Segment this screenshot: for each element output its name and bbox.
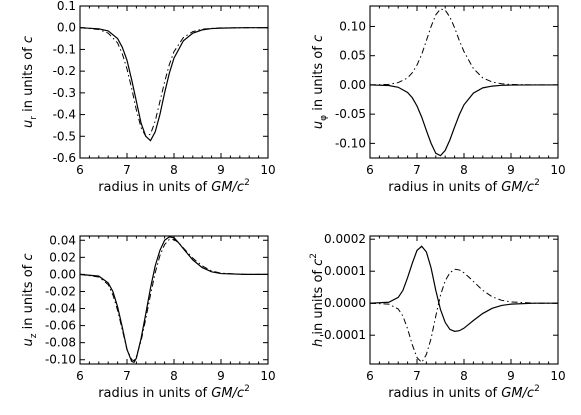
series-solid-line bbox=[79, 27, 268, 142]
x-tick-label: 7 bbox=[413, 369, 421, 383]
series-dashdot-line bbox=[369, 8, 558, 86]
y-tick-label: -0.5 bbox=[53, 129, 76, 143]
x-tick-label: 8 bbox=[170, 163, 178, 177]
y-axis-label: uφ in units of c bbox=[311, 35, 329, 129]
y-tick-label: 0.0002 bbox=[324, 232, 366, 246]
panel-uphi: 6 7 8 9 10 0.10 0.05 0.00 -0.05 -0.10 radius in un… bbox=[311, 5, 566, 195]
y-tick-label: -0.04 bbox=[45, 302, 76, 316]
x-tick-label: 6 bbox=[76, 369, 84, 383]
y-tick-label: 0.02 bbox=[49, 250, 76, 264]
y-tick-label: -0.4 bbox=[53, 108, 76, 122]
x-tick-label: 6 bbox=[76, 163, 84, 177]
series-solid-line bbox=[79, 236, 268, 364]
y-axis-label: h in units of c2 bbox=[309, 253, 326, 347]
y-tick-label: 0.10 bbox=[339, 19, 366, 33]
series-solid-line bbox=[369, 84, 558, 157]
y-tick-label: -0.06 bbox=[45, 319, 76, 333]
x-tick-label: 10 bbox=[260, 369, 275, 383]
plot-frame bbox=[79, 235, 269, 365]
y-tick-label: -0.0001 bbox=[320, 328, 366, 342]
y-tick-label: 0.05 bbox=[339, 49, 366, 63]
x-tick-label: 10 bbox=[550, 369, 565, 383]
x-tick-label: 8 bbox=[170, 369, 178, 383]
x-tick-label: 8 bbox=[460, 163, 468, 177]
x-axis-label: radius in units of GM/c2 bbox=[388, 384, 540, 401]
x-tick-label: 7 bbox=[413, 163, 421, 177]
series-dashdot-line bbox=[369, 268, 558, 364]
y-tick-label: -0.3 bbox=[53, 86, 76, 100]
series-dashdot-line bbox=[79, 238, 268, 362]
y-tick-label: 0.0001 bbox=[324, 264, 366, 278]
y-tick-label: 0.00 bbox=[49, 267, 76, 281]
series-solid-line bbox=[369, 245, 558, 332]
panel-uz: 6 7 8 9 10 0.04 0.02 0.00 -0.02 -0.04 -0.06 -0.08 -0… bbox=[21, 233, 276, 401]
x-tick-label: 10 bbox=[260, 163, 275, 177]
series-dashdot-line bbox=[79, 27, 268, 137]
y-tick-label: 0.00 bbox=[339, 78, 366, 92]
y-tick-label: 0.04 bbox=[49, 233, 76, 247]
y-axis-label: uz in units of c bbox=[21, 253, 39, 346]
plot-frame bbox=[369, 5, 559, 159]
x-tick-label: 10 bbox=[550, 163, 565, 177]
y-tick-label: -0.05 bbox=[335, 107, 366, 121]
y-tick-label: -0.1 bbox=[53, 42, 76, 56]
x-tick-label: 7 bbox=[123, 163, 131, 177]
panel-ur: 6 7 8 9 10 0.1 0.0 -0.1 -0.2 -0.3 -0.4 -0.5 -0.6 radi… bbox=[21, 0, 276, 195]
x-tick-label: 9 bbox=[507, 163, 515, 177]
x-tick-label: 9 bbox=[217, 369, 225, 383]
y-axis-label: ur in units of c bbox=[21, 36, 39, 128]
x-axis-label: radius in units of GM/c2 bbox=[98, 178, 250, 195]
x-tick-label: 9 bbox=[217, 163, 225, 177]
y-tick-label: 0.0000 bbox=[324, 296, 366, 310]
y-tick-label: -0.02 bbox=[45, 284, 76, 298]
y-tick-label: -0.08 bbox=[45, 336, 76, 350]
y-tick-label: 0.0 bbox=[57, 21, 76, 35]
plot-frame bbox=[369, 235, 559, 365]
x-tick-label: 6 bbox=[366, 369, 374, 383]
x-tick-label: 8 bbox=[460, 369, 468, 383]
panel-h: 6 7 8 9 10 0.0002 0.0001 0.0000 -0.0001 radius in… bbox=[309, 232, 566, 401]
y-tick-label: 0.1 bbox=[57, 0, 76, 13]
y-tick-label: -0.2 bbox=[53, 64, 76, 78]
x-axis-label: radius in units of GM/c2 bbox=[98, 384, 250, 401]
plot-frame bbox=[79, 5, 269, 159]
y-tick-label: -0.10 bbox=[335, 136, 366, 150]
x-tick-label: 6 bbox=[366, 163, 374, 177]
y-tick-label: -0.6 bbox=[53, 151, 76, 165]
x-tick-label: 9 bbox=[507, 369, 515, 383]
y-tick-label: -0.10 bbox=[45, 353, 76, 367]
x-tick-label: 7 bbox=[123, 369, 131, 383]
x-axis-label: radius in units of GM/c2 bbox=[388, 178, 540, 195]
